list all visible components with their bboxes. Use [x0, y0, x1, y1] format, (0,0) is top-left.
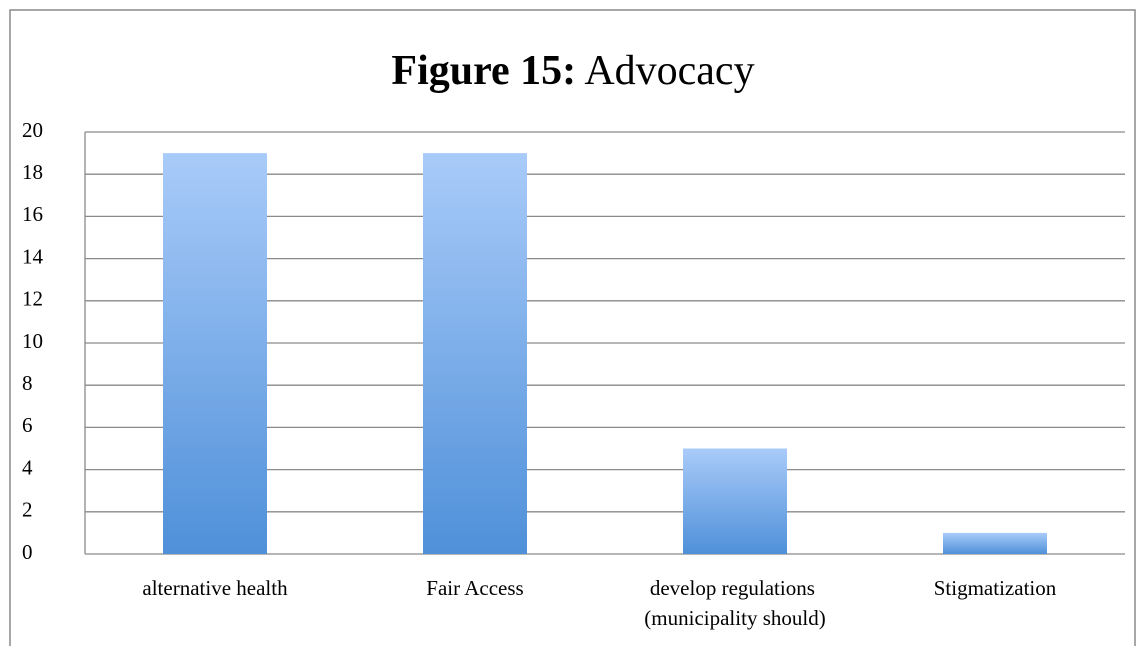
- bar: [163, 153, 267, 554]
- y-tick-label: 12: [22, 287, 43, 311]
- bar: [423, 153, 527, 554]
- y-tick-label: 6: [22, 413, 33, 437]
- title-text: [576, 48, 584, 94]
- x-tick-label: Fair Access: [426, 576, 523, 600]
- y-tick-label: 8: [22, 371, 33, 395]
- x-tick-label-line: develop regulations: [650, 576, 820, 600]
- bar: [683, 448, 787, 554]
- y-tick-label: 14: [22, 244, 44, 268]
- y-tick-label: 0: [22, 540, 33, 564]
- title-prefix: Figure 15:: [391, 48, 576, 94]
- x-tick-label: Stigmatization: [934, 576, 1057, 600]
- y-tick-label: 20: [22, 118, 43, 142]
- y-tick-label: 18: [22, 160, 43, 184]
- y-tick-label: 16: [22, 202, 43, 226]
- title-main: Advocacy: [584, 48, 754, 94]
- y-tick-label: 2: [22, 498, 33, 522]
- bar: [943, 532, 1047, 554]
- chart-frame: [9, 9, 1136, 646]
- x-tick-label-line: (municipality should): [644, 606, 825, 630]
- x-tick-label: alternative health: [142, 576, 288, 600]
- y-tick-label: 4: [22, 455, 33, 479]
- x-tick-label: develop regulations (municipality should…: [644, 576, 825, 630]
- chart-title: Figure 15: Advocacy: [391, 48, 754, 94]
- y-tick-label: 10: [22, 329, 43, 353]
